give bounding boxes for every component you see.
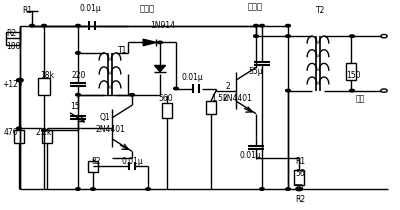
Text: R2: R2 (6, 29, 16, 38)
Circle shape (286, 89, 290, 92)
Bar (6, 32, 20, 45)
Text: 2.2k: 2.2k (36, 128, 52, 136)
Bar (14, 130, 24, 143)
Circle shape (350, 35, 354, 37)
Bar (206, 101, 216, 114)
Circle shape (30, 24, 34, 27)
Text: 0.01µ: 0.01µ (240, 151, 262, 160)
Circle shape (260, 24, 264, 27)
Text: 0.01µ: 0.01µ (80, 4, 102, 13)
Bar (162, 103, 172, 118)
Circle shape (286, 35, 290, 37)
Circle shape (286, 24, 290, 27)
Text: 18k: 18k (40, 71, 54, 80)
Text: 1N914: 1N914 (150, 21, 175, 30)
Circle shape (42, 24, 46, 27)
Text: 0.01µ: 0.01µ (182, 73, 204, 82)
Bar (42, 130, 52, 143)
Circle shape (130, 93, 134, 96)
Circle shape (17, 127, 22, 130)
Circle shape (297, 188, 302, 190)
Polygon shape (143, 39, 156, 46)
Text: 180: 180 (6, 42, 20, 51)
Text: R1: R1 (295, 157, 305, 166)
Text: 220: 220 (72, 71, 86, 80)
Circle shape (260, 188, 264, 190)
Text: 放大器: 放大器 (248, 2, 263, 11)
Text: 2N4401: 2N4401 (222, 94, 252, 103)
Text: 0.01µ: 0.01µ (122, 157, 144, 166)
Circle shape (76, 24, 80, 27)
Text: T0: T0 (295, 184, 305, 193)
Text: 倍频器: 倍频器 (140, 4, 155, 13)
Circle shape (158, 41, 162, 44)
Text: T2: T2 (316, 6, 325, 15)
Circle shape (42, 129, 46, 132)
Circle shape (146, 188, 150, 190)
Circle shape (76, 52, 80, 54)
Text: Q1: Q1 (100, 113, 111, 122)
Text: 1.5k: 1.5k (211, 94, 227, 103)
Circle shape (76, 188, 80, 190)
Bar (88, 161, 98, 172)
Text: T1: T1 (118, 46, 127, 55)
Polygon shape (154, 66, 166, 72)
Bar (346, 63, 356, 80)
Text: 15: 15 (70, 102, 80, 112)
Text: 150: 150 (346, 71, 360, 80)
Text: 560: 560 (158, 94, 173, 103)
Circle shape (76, 93, 80, 96)
Circle shape (174, 87, 178, 90)
Circle shape (350, 89, 354, 92)
Circle shape (286, 188, 290, 190)
Circle shape (254, 24, 258, 27)
Circle shape (254, 35, 258, 37)
Text: 天线: 天线 (356, 94, 365, 103)
Text: 55µ: 55µ (248, 67, 263, 76)
Text: R1: R1 (22, 6, 32, 15)
Bar (38, 78, 50, 95)
Text: +12V: +12V (2, 80, 23, 89)
Circle shape (17, 79, 22, 81)
Text: R2: R2 (295, 195, 305, 204)
Text: 56: 56 (295, 169, 305, 178)
Bar (294, 170, 304, 185)
Text: 2N4401: 2N4401 (96, 126, 126, 134)
Text: 470: 470 (4, 128, 19, 136)
Circle shape (90, 188, 96, 190)
Text: 2: 2 (226, 81, 231, 91)
Text: 82: 82 (92, 157, 102, 166)
